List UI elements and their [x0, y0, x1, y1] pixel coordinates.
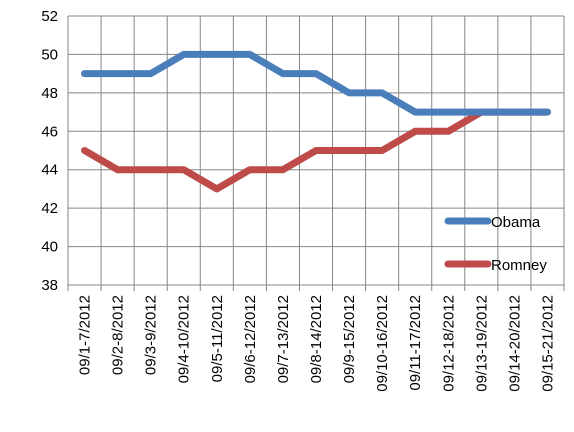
legend-label-romney: Romney [491, 257, 547, 274]
legend: Obama Romney [444, 214, 547, 274]
x-tick-label: 09/1-7/2012 [77, 295, 94, 375]
y-tick-label: 52 [41, 8, 58, 25]
x-tick-label: 09/14-20/2012 [506, 295, 523, 392]
y-tick-label: 50 [41, 46, 58, 63]
x-tick-label: 09/5-11/2012 [209, 295, 226, 382]
x-tick-label: 09/3-9/2012 [143, 295, 160, 375]
x-tick-label: 09/2-8/2012 [110, 295, 127, 375]
y-tick-label: 48 [41, 85, 58, 102]
x-tick-label: 09/12-18/2012 [440, 295, 457, 392]
y-tick-label: 46 [41, 123, 58, 140]
legend-item-romney: Romney [444, 257, 547, 274]
x-tick-label: 09/8-14/2012 [308, 295, 325, 383]
x-tick-label: 09/13-19/2012 [473, 295, 490, 392]
x-tick-label: 09/15-21/2012 [539, 295, 556, 392]
series-layer [81, 50, 551, 193]
y-tick-label: 42 [41, 200, 58, 217]
legend-item-obama: Obama [444, 214, 541, 231]
y-axis: 38 40 42 44 46 48 50 52 [41, 8, 58, 294]
y-tick-label: 38 [41, 277, 58, 294]
series-line-obama [81, 50, 551, 116]
x-tick-label: 09/4-10/2012 [176, 295, 193, 383]
x-tick-label: 09/11-17/2012 [407, 295, 424, 391]
y-tick-label: 40 [41, 239, 58, 256]
x-tick-label: 09/10-16/2012 [374, 295, 391, 392]
x-axis: 09/1-7/2012 09/2-8/2012 09/3-9/2012 09/4-10… [77, 295, 557, 392]
y-tick-label: 44 [41, 162, 58, 179]
legend-label-obama: Obama [491, 214, 541, 231]
x-tick-label: 09/6-12/2012 [242, 295, 259, 383]
x-tick-label: 09/7-13/2012 [275, 295, 292, 383]
x-tick-label: 09/9-15/2012 [341, 295, 358, 383]
